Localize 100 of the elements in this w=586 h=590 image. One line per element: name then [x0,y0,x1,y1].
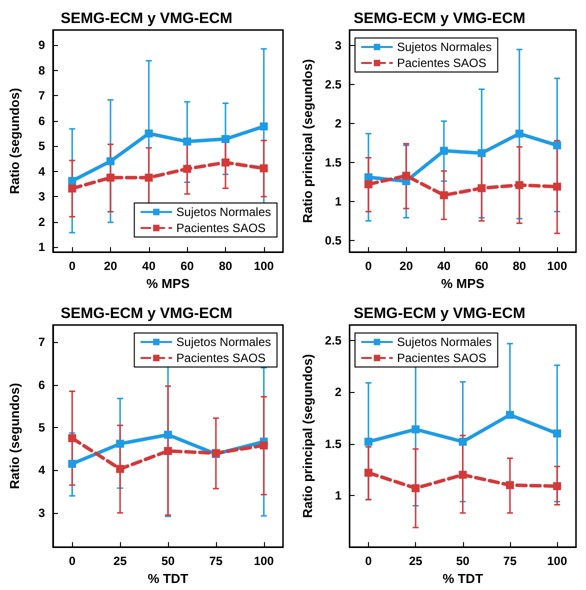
x-tick-label: 80 [218,259,232,274]
point [106,174,114,182]
x-tick-label: 75 [503,554,517,568]
x-tick-label: 100 [254,554,274,568]
y-tick-label: 1.5 [324,436,342,451]
x-tick-label: 75 [209,554,223,568]
x-tick-label: 60 [180,259,194,274]
legend-label: Sujetos Normales [176,335,272,349]
y-axis-title: Ratio (segundos) [7,382,22,490]
point [364,468,372,477]
point [364,438,372,446]
point [440,191,448,200]
point [144,174,153,182]
point [68,434,76,442]
y-tick-label: 3 [334,38,342,53]
point [116,464,124,473]
legend-label: Pacientes SAOS [176,221,266,235]
point [164,447,172,455]
y-tick-label: 3 [38,190,46,204]
x-tick-label: 25 [113,554,128,568]
x-tick-label: 100 [547,259,568,274]
y-tick-label: 5 [38,420,46,435]
point [183,138,192,146]
y-tick-label: 5 [38,139,46,154]
x-axis-title: % TDT [148,571,188,586]
point [412,484,420,492]
y-tick-label: 1 [334,194,342,208]
point [222,135,230,144]
x-tick-label: 0 [365,554,372,568]
y-tick-label: 0.5 [324,233,342,248]
x-tick-label: 60 [474,259,489,274]
point [260,164,268,172]
x-tick-label: 25 [408,554,423,568]
point [116,440,124,448]
x-tick-label: 50 [456,554,470,568]
y-tick-label: 2 [334,385,342,400]
point [553,182,562,191]
x-tick-label: 50 [161,554,175,568]
x-tick-label: 0 [365,259,372,274]
y-tick-label: 1 [38,240,46,254]
x-tick-label: 40 [142,259,156,274]
point [553,429,562,438]
legend-label: Sujetos Normales [397,335,492,349]
point [402,172,410,180]
point [183,164,192,173]
x-tick-label: 0 [68,259,76,274]
x-tick-label: 80 [512,259,526,274]
point [478,149,486,158]
point [553,482,562,490]
chart-title: SEMG-ECM y VMG-ECM [60,305,232,322]
x-tick-label: 20 [104,259,118,274]
point [515,181,524,190]
point [144,129,153,138]
x-tick-label: 100 [254,259,274,274]
point [164,430,172,439]
y-tick-label: 4 [38,463,46,478]
chart-title: SEMG-ECM y VMG-ECM [354,305,526,322]
x-axis-title: % TDT [442,571,484,586]
legend-label: Pacientes SAOS [397,56,486,70]
x-axis-title: % MPS [441,276,485,291]
legend-label: Sujetos Normales [397,40,492,54]
legend-label: Pacientes SAOS [397,351,486,365]
point [506,481,514,490]
point [260,122,268,130]
point [68,184,76,192]
x-tick-label: 0 [68,554,76,568]
point [222,158,230,167]
y-tick-label: 9 [38,38,46,52]
y-tick-label: 7 [38,335,46,350]
y-tick-label: 6 [38,378,46,392]
y-tick-label: 3 [38,506,46,520]
y-axis-title: Ratio principal (segundos) [300,59,315,224]
y-tick-label: 4 [38,164,46,178]
point [412,425,420,434]
point [506,410,514,419]
chart-title: SEMG-ECM y VMG-ECM [354,10,526,27]
point [515,130,524,138]
y-tick-label: 2.5 [324,78,342,92]
point [106,157,114,166]
point [553,141,562,150]
x-tick-label: 100 [547,554,568,568]
y-tick-label: 1.5 [324,155,342,170]
point [364,180,372,188]
legend-label: Sujetos Normales [176,205,272,219]
y-axis-title: Ratio (segundos) [7,88,22,194]
point [458,470,467,479]
point [440,146,448,155]
x-axis-title: % MPS [146,276,190,291]
x-tick-label: 20 [400,259,414,274]
point [260,441,268,450]
legend-label: Pacientes SAOS [176,351,266,365]
x-tick-label: 40 [437,259,451,274]
y-tick-label: 2 [38,214,46,229]
y-tick-label: 2 [334,116,342,131]
y-tick-label: 2.5 [324,333,342,348]
y-tick-label: 6 [38,114,46,128]
y-tick-label: 1 [334,488,342,502]
y-tick-label: 8 [38,63,46,78]
y-axis-title: Ratio principal (segundos) [300,354,315,518]
point [458,438,467,446]
